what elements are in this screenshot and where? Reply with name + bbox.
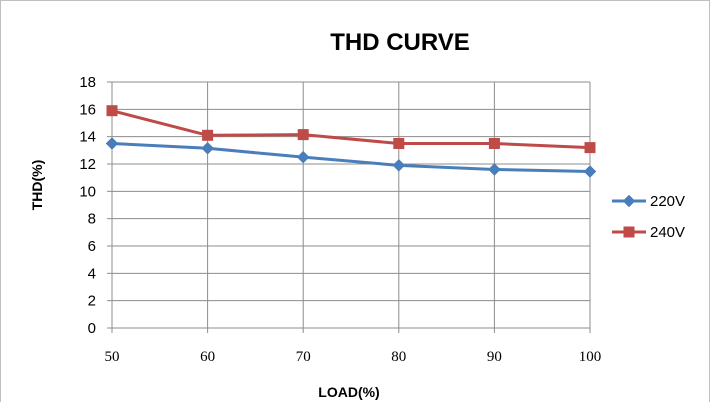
legend-marker [623, 226, 635, 238]
series-layer [105, 105, 597, 178]
data-point [583, 165, 597, 178]
x-tick-label: 80 [391, 349, 406, 365]
data-point [393, 138, 405, 149]
legend-label: 240V [650, 224, 685, 241]
y-tick-label: 18 [79, 74, 96, 91]
x-tick-label: 60 [200, 349, 215, 365]
gridlines [112, 81, 591, 328]
y-tick-label: 14 [79, 129, 96, 146]
data-point [106, 105, 118, 117]
legend-label: 220V [650, 193, 685, 210]
y-tick-label: 0 [88, 320, 96, 337]
x-tick-label: 90 [487, 349, 502, 365]
y-tick-label: 2 [88, 293, 96, 310]
data-point [488, 163, 501, 176]
legend: 220V 240V [612, 193, 685, 241]
y-tick-label: 12 [79, 156, 96, 173]
chart-title: THD CURVE [330, 29, 470, 56]
y-tick-label: 8 [88, 211, 96, 228]
data-point [202, 129, 214, 141]
y-tick-label: 4 [88, 265, 96, 282]
y-axis-title: THD(%) [29, 160, 45, 211]
legend-item: 240V [612, 224, 685, 241]
y-tick-labels: 0 2 4 6 8 10 12 14 16 18 [79, 74, 96, 337]
data-point [297, 129, 309, 141]
data-point [392, 159, 406, 172]
x-tick-label: 50 [105, 349, 120, 365]
x-tick-label: 70 [296, 349, 311, 365]
x-tick-label: 100 [579, 349, 602, 365]
data-point [488, 138, 500, 149]
data-point [584, 142, 596, 154]
y-tick-label: 16 [79, 101, 96, 118]
x-axis-title: LOAD(%) [318, 384, 379, 400]
data-point [105, 137, 119, 150]
data-point [201, 141, 214, 155]
series-220V [105, 137, 597, 178]
data-point [296, 150, 310, 164]
x-tick-labels: 50 60 70 80 90 100 [105, 349, 602, 365]
series-line [111, 142, 591, 174]
y-tick-label: 10 [79, 183, 96, 200]
y-tick-label: 6 [88, 238, 96, 255]
legend-marker [622, 194, 636, 208]
series-line [111, 109, 591, 150]
series-240V [106, 105, 596, 154]
legend-item: 220V [612, 193, 685, 210]
